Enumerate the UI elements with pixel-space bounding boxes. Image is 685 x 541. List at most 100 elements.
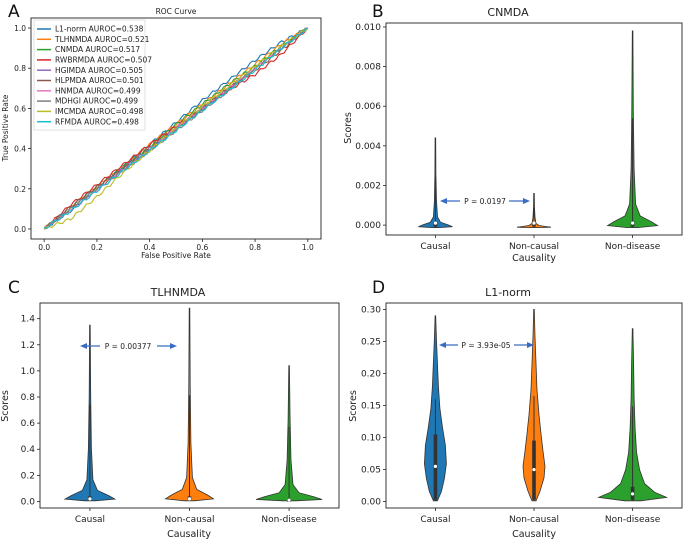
panel-d-xticks: Causal Non-causal Non-disease bbox=[420, 508, 661, 525]
x-tick-label-non-disease: Non-disease bbox=[605, 515, 661, 525]
panel-c-p-value: P = 0.00377 bbox=[105, 342, 152, 351]
panel-d-xlabel: Causality bbox=[512, 529, 556, 540]
y-tick-label: 0.4 bbox=[21, 445, 36, 455]
y-tick-label: 1.2 bbox=[21, 341, 35, 351]
y-tick-label: 1.0 bbox=[14, 24, 26, 33]
x-tick-label: 0.6 bbox=[196, 243, 208, 252]
panel-b-p-value: P = 0.0197 bbox=[464, 197, 506, 206]
panel-b-xlabel: Causality bbox=[512, 253, 556, 264]
x-tick-label: 0.4 bbox=[144, 243, 156, 252]
legend-entry-mdhgi: MDHGI AUROC=0.499 bbox=[55, 97, 138, 106]
legend-entry-cnmda: CNMDA AUROC=0.517 bbox=[55, 45, 140, 54]
x-tick-label-causal: Causal bbox=[420, 242, 450, 252]
panel-b-xticks: Causal Non-causal Non-disease bbox=[420, 235, 661, 252]
y-tick-label: 0.6 bbox=[14, 104, 26, 113]
median-dot bbox=[187, 497, 192, 501]
legend-entry-imcmda: IMCMDA AUROC=0.498 bbox=[55, 107, 144, 116]
median-dot bbox=[433, 464, 438, 468]
panel-d-violins bbox=[423, 309, 669, 502]
p-arrowhead-right bbox=[527, 342, 534, 348]
panel-d: D L1-norm 0.00 0.05 0.10 0.15 0.20 0.25 0.30 C… bbox=[348, 278, 683, 540]
panel-d-letter: D bbox=[372, 278, 385, 298]
panel-a-yticks: 0.0 0.2 0.4 0.6 0.8 1.0 bbox=[14, 24, 31, 234]
y-tick-label: 0.006 bbox=[355, 102, 381, 112]
y-tick-label: 0.004 bbox=[355, 142, 381, 152]
panel-d-p-value: P = 3.93e-05 bbox=[461, 341, 510, 350]
panel-d-ylabel: Scores bbox=[348, 390, 359, 422]
panel-a-title: ROC Curve bbox=[156, 7, 197, 16]
y-tick-label: 0.05 bbox=[361, 466, 381, 476]
panel-a-xlabel: False Positive Rate bbox=[141, 251, 211, 260]
y-tick-label: 0.00 bbox=[361, 498, 381, 508]
x-tick-label: 0.8 bbox=[249, 243, 261, 252]
panel-b: B CNMDA 0.000 0.002 0.004 0.006 0.008 0.010 C… bbox=[343, 2, 683, 264]
x-tick-label-causal: Causal bbox=[420, 515, 450, 525]
x-tick-label-non-disease: Non-disease bbox=[605, 242, 661, 252]
panel-a-frame bbox=[30, 17, 322, 240]
p-arrowhead-left bbox=[440, 198, 447, 204]
panel-b-ylabel: Scores bbox=[343, 112, 354, 144]
roc-line-imcmda bbox=[43, 27, 309, 230]
median-dot bbox=[630, 221, 635, 225]
panel-a-letter: A bbox=[8, 2, 20, 22]
y-tick-label: 0.2 bbox=[21, 471, 35, 481]
y-tick-label: 0.010 bbox=[355, 23, 381, 33]
panel-a: A ROC Curve 0.0 0.2 0.4 0.6 0.8 1.0 0.0 0.2 0.4… bbox=[1, 2, 322, 260]
roc-lines bbox=[43, 27, 309, 230]
median-dot bbox=[630, 492, 635, 496]
p-arrowhead-left bbox=[439, 342, 446, 348]
roc-line-rfmda bbox=[44, 27, 309, 229]
panel-b-title: CNMDA bbox=[487, 6, 529, 19]
median-dot bbox=[433, 221, 438, 225]
y-tick-label: 0.000 bbox=[355, 221, 381, 231]
panel-c-ylabel: Scores bbox=[0, 390, 11, 422]
panel-c-title: TLHNMDA bbox=[150, 286, 206, 299]
panel-c: C TLHNMDA 0.0 0.2 0.4 0.6 0.8 1.0 1.2 1.4 Causa… bbox=[0, 278, 340, 540]
y-tick-label: 0.0 bbox=[21, 497, 36, 507]
panel-b-yticks: 0.000 0.002 0.004 0.006 0.008 0.010 bbox=[355, 23, 386, 231]
legend-entry-hgimda: HGIMDA AUROC=0.505 bbox=[55, 66, 143, 75]
panel-d-title: L1-norm bbox=[485, 286, 531, 299]
legend-entry-hlpmda: HLPMDA AUROC=0.501 bbox=[55, 76, 144, 85]
median-dot bbox=[88, 497, 92, 501]
y-tick-label: 0.002 bbox=[355, 181, 381, 191]
y-tick-label: 0.10 bbox=[361, 434, 381, 444]
median-dot bbox=[287, 498, 291, 502]
median-dot bbox=[532, 221, 536, 225]
y-tick-label: 0.20 bbox=[361, 369, 381, 379]
y-tick-label: 0.8 bbox=[14, 64, 26, 73]
y-tick-label: 0.15 bbox=[361, 402, 381, 412]
legend-entry-l1-norm: L1-norm AUROC=0.538 bbox=[55, 25, 144, 34]
legend-box bbox=[33, 19, 146, 131]
x-tick-label: 0.0 bbox=[38, 243, 50, 252]
panel-b-p-annotation: P = 0.0197 bbox=[440, 197, 530, 206]
y-tick-label: 0.2 bbox=[14, 185, 26, 194]
y-tick-label: 1.4 bbox=[21, 315, 36, 325]
panel-b-letter: B bbox=[372, 2, 384, 22]
panel-b-violins bbox=[418, 30, 659, 228]
x-tick-label-non-causal: Non-causal bbox=[509, 242, 559, 252]
p-arrowhead-left bbox=[80, 343, 87, 349]
legend-entry-rwbrmda: RWBRMDA AUROC=0.507 bbox=[55, 56, 152, 65]
y-tick-label: 0.0 bbox=[14, 225, 26, 234]
x-tick-label-non-causal: Non-causal bbox=[509, 515, 559, 525]
panel-c-xticks: Causal Non-causal Non-disease bbox=[75, 508, 317, 525]
y-tick-label: 0.6 bbox=[21, 419, 36, 429]
legend-entry-rfmda: RFMDA AUROC=0.498 bbox=[55, 117, 139, 126]
x-tick-label: 1.0 bbox=[302, 243, 314, 252]
y-tick-label: 1.0 bbox=[21, 367, 36, 377]
x-tick-label-non-disease: Non-disease bbox=[261, 515, 317, 525]
y-tick-label: 0.008 bbox=[355, 63, 381, 73]
y-tick-label: 0.8 bbox=[21, 393, 36, 403]
p-arrowhead-right bbox=[523, 198, 530, 204]
panel-c-violins bbox=[63, 307, 323, 502]
panel-c-letter: C bbox=[8, 278, 20, 298]
median-dot bbox=[532, 467, 536, 472]
panel-c-p-annotation: P = 0.00377 bbox=[80, 342, 177, 351]
panel-c-xlabel: Causality bbox=[167, 529, 211, 540]
x-tick-label-causal: Causal bbox=[75, 515, 105, 525]
y-tick-label: 0.30 bbox=[361, 305, 381, 315]
panel-d-p-annotation: P = 3.93e-05 bbox=[439, 341, 534, 350]
